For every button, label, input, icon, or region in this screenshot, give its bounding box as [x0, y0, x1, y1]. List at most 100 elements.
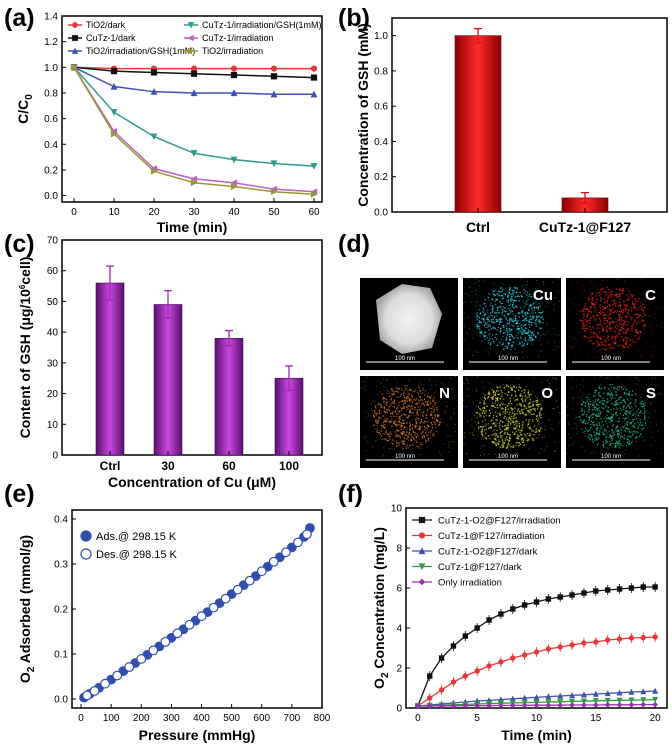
eds-pixel [614, 303, 616, 305]
eds-pixel [587, 325, 589, 327]
eds-pixel [546, 445, 548, 447]
eds-pixel [421, 431, 424, 433]
eds-pixel [413, 438, 415, 440]
eds-pixel [519, 394, 521, 396]
eds-pixel [397, 396, 399, 398]
des-point [172, 628, 183, 639]
eds-pixel [371, 402, 372, 404]
eds-pixel [389, 438, 391, 440]
eds-pixel [595, 414, 597, 416]
eds-pixel [537, 308, 539, 310]
eds-pixel [583, 410, 586, 412]
eds-pixel [597, 404, 599, 406]
eds-pixel [633, 329, 635, 331]
eds-pixel [526, 438, 529, 440]
eds-pixel [502, 325, 504, 327]
eds-pixel [616, 329, 619, 331]
eds-pixel [489, 427, 490, 428]
eds-pixel [611, 291, 613, 293]
data-point-a [190, 89, 198, 97]
eds-pixel [522, 400, 524, 402]
eds-pixel [433, 407, 435, 409]
eds-pixel [453, 408, 455, 410]
eds-pixel [640, 410, 642, 412]
eds-pixel [507, 424, 509, 426]
eds-pixel [600, 297, 602, 299]
eds-pixel [366, 411, 367, 412]
eds-pixel [594, 306, 596, 308]
eds-pixel [505, 410, 507, 412]
eds-pixel [582, 326, 584, 328]
eds-pixel [591, 303, 593, 305]
eds-pixel [409, 411, 412, 413]
eds-pixel [450, 447, 452, 449]
eds-pixel [520, 405, 522, 407]
eds-pixel [540, 334, 542, 336]
eds-pixel [528, 403, 530, 405]
eds-pixel [606, 313, 608, 316]
eds-pixel [517, 311, 520, 314]
eds-pixel [528, 309, 530, 311]
data-point-f [652, 687, 659, 694]
eds-pixel [500, 431, 502, 434]
eds-pixel [629, 407, 631, 409]
eds-pixel [419, 396, 421, 398]
eds-pixel [532, 419, 534, 421]
eds-pixel [524, 394, 527, 396]
eds-pixel [602, 402, 604, 404]
eds-pixel [546, 323, 548, 325]
eds-pixel [557, 334, 559, 336]
eds-pixel [488, 299, 490, 301]
eds-pixel [516, 425, 518, 426]
eds-pixel [618, 432, 620, 434]
eds-pixel [414, 400, 416, 401]
eds-pixel [512, 325, 514, 327]
eds-pixel [581, 428, 583, 430]
eds-pixel [433, 399, 435, 401]
eds-pixel [501, 435, 503, 437]
eds-pixel [648, 299, 650, 301]
eds-pixel [523, 343, 525, 345]
eds-pixel [400, 393, 403, 395]
eds-pixel [492, 318, 494, 321]
eds-pixel [417, 399, 419, 401]
eds-pixel [502, 332, 505, 334]
eds-pixel [502, 335, 504, 337]
eds-pixel [582, 420, 584, 422]
eds-pixel [507, 420, 510, 422]
eds-pixel [521, 295, 523, 297]
eds-pixel [490, 321, 493, 323]
eds-pixel [419, 390, 421, 392]
des-point [136, 654, 147, 664]
eds-pixel [574, 422, 576, 424]
eds-pixel [375, 414, 377, 416]
eds-pixel [417, 414, 419, 416]
eds-pixel [619, 412, 621, 414]
des-point [220, 593, 231, 604]
eds-pixel [398, 402, 401, 404]
eds-pixel [592, 418, 594, 420]
eds-pixel [522, 333, 524, 335]
eds-pixel [616, 421, 618, 423]
eds-pixel [520, 337, 522, 340]
eds-pixel [600, 320, 602, 322]
eds-pixel [643, 402, 645, 405]
eds-pixel [584, 334, 586, 336]
eds-pixel [500, 408, 503, 410]
eds-pixel [381, 406, 383, 408]
eds-pixel [567, 310, 569, 312]
eds-pixel [523, 408, 525, 410]
eds-pixel [620, 318, 622, 321]
eds-pixel [600, 426, 603, 428]
eds-pixel [526, 440, 528, 442]
eds-pixel [399, 395, 402, 397]
eds-pixel [525, 412, 527, 414]
des-point [244, 575, 255, 586]
eds-pixel [602, 357, 604, 359]
eds-pixel [509, 387, 511, 389]
eds-pixel [516, 399, 518, 401]
eds-pixel [480, 409, 482, 411]
eds-pixel [618, 293, 620, 296]
eds-pixel [447, 435, 449, 437]
eds-pixel [506, 384, 508, 386]
